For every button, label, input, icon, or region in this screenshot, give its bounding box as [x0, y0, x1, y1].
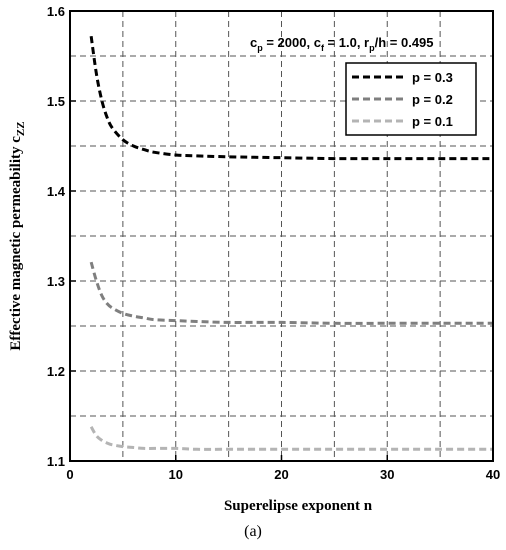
x-tick-label: 20 — [274, 467, 288, 482]
y-tick-label: 1.2 — [47, 364, 65, 379]
annotation-cf-value: = 1.0, r — [324, 35, 369, 50]
series-layer — [89, 35, 493, 451]
x-tick-label: 10 — [169, 467, 183, 482]
axis-ticks: 0 10 20 30 40 1.1 1.2 1.3 1.4 1.5 1.6 — [47, 4, 500, 482]
x-tick-label: 40 — [486, 467, 500, 482]
y-axis-title-sub: ZZ — [15, 121, 27, 136]
figure-caption: (a) — [244, 523, 262, 540]
y-axis-title: Effective magnetic permeability cZZ — [8, 121, 27, 350]
legend-label: p = 0.2 — [412, 92, 453, 107]
series-line-2 — [89, 426, 493, 451]
y-tick-label: 1.6 — [47, 4, 65, 19]
annotation: cp = 2000, cf = 1.0, rp/h = 0.495 — [250, 35, 434, 53]
annotation-cp-sub: p — [257, 43, 263, 53]
y-tick-label: 1.4 — [47, 184, 66, 199]
annotation-rp-value: /h = 0.495 — [375, 35, 434, 50]
annotation-cp-label: c — [250, 35, 257, 50]
y-axis-title-main: Effective magnetic permeability c — [8, 136, 24, 351]
annotation-cp-value: = 2000, c — [263, 35, 321, 50]
legend-label: p = 0.1 — [412, 114, 453, 129]
annotation-cf-sub: f — [321, 43, 325, 53]
x-axis-title: Superelipse exponent n — [224, 498, 373, 514]
legend-label: p = 0.3 — [412, 70, 453, 85]
series-line-1 — [89, 261, 493, 325]
series-line-0 — [89, 35, 493, 161]
legend: p = 0.3 p = 0.2 p = 0.1 — [345, 62, 477, 136]
x-tick-label: 30 — [380, 467, 394, 482]
x-tick-label: 0 — [66, 467, 73, 482]
y-tick-label: 1.1 — [47, 454, 65, 469]
y-tick-label: 1.5 — [47, 94, 65, 109]
y-tick-label: 1.3 — [47, 274, 65, 289]
annotation-rp-sub: p — [369, 43, 375, 53]
